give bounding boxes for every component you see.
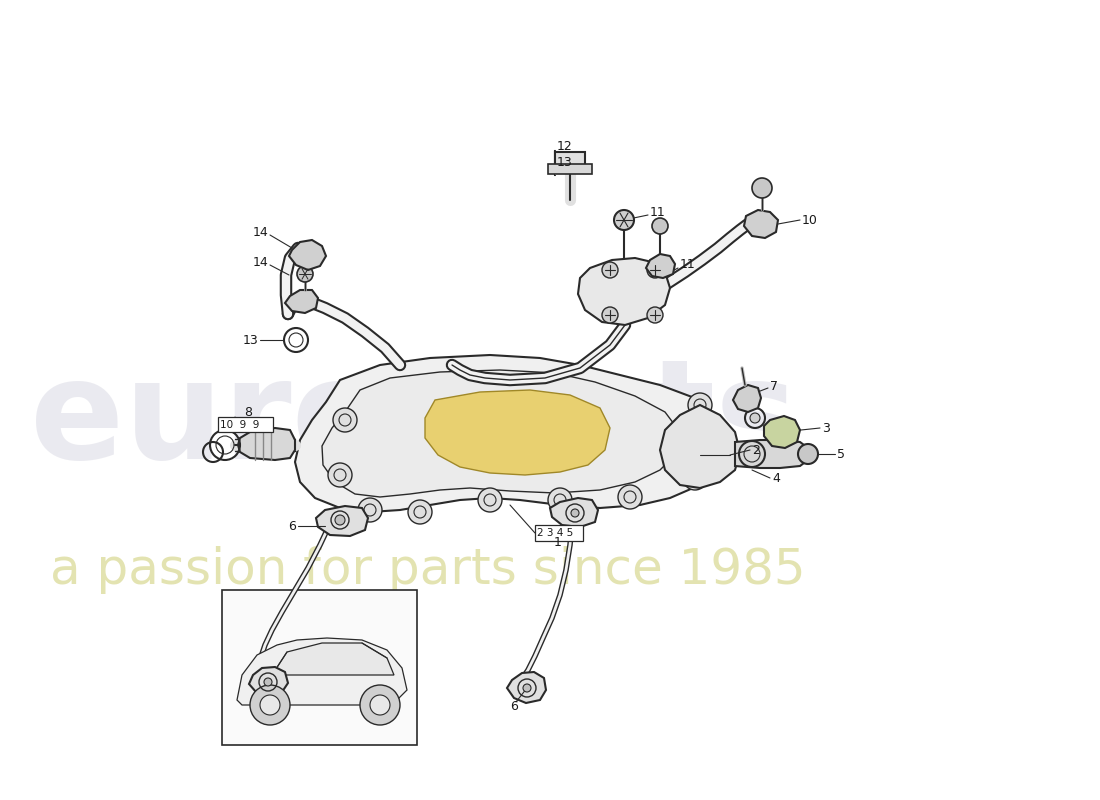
Polygon shape (735, 440, 808, 468)
Text: europarts: europarts (30, 353, 798, 487)
Circle shape (548, 488, 572, 512)
Circle shape (522, 684, 531, 692)
Circle shape (618, 485, 642, 509)
Circle shape (652, 218, 668, 234)
Text: 6: 6 (288, 519, 296, 533)
Polygon shape (289, 240, 326, 270)
Polygon shape (764, 416, 800, 448)
Text: 4: 4 (772, 471, 780, 485)
Text: 7: 7 (770, 379, 778, 393)
Circle shape (333, 408, 358, 432)
Text: 2 3 4 5: 2 3 4 5 (537, 528, 573, 538)
Text: 14: 14 (252, 257, 268, 270)
Text: 8: 8 (244, 406, 252, 418)
Circle shape (358, 498, 382, 522)
Text: 10: 10 (802, 214, 818, 226)
Text: 1: 1 (554, 537, 562, 550)
Polygon shape (236, 638, 407, 705)
Polygon shape (660, 405, 740, 488)
Circle shape (260, 695, 280, 715)
Polygon shape (550, 498, 598, 527)
Circle shape (798, 444, 818, 464)
Circle shape (752, 178, 772, 198)
Polygon shape (425, 390, 610, 475)
Circle shape (614, 210, 634, 230)
Text: 3: 3 (822, 422, 829, 434)
Bar (556, 152, 585, 166)
Text: 2: 2 (752, 443, 760, 457)
Polygon shape (272, 643, 394, 675)
Text: 13: 13 (242, 334, 258, 346)
Circle shape (683, 466, 707, 490)
Bar (218, 417, 273, 432)
Polygon shape (646, 254, 675, 278)
Bar (222, 590, 417, 745)
Polygon shape (578, 258, 670, 325)
Polygon shape (744, 210, 778, 238)
Polygon shape (322, 370, 680, 497)
Text: 11: 11 (650, 206, 666, 219)
Circle shape (250, 685, 290, 725)
Text: 6: 6 (510, 699, 518, 713)
Text: 5: 5 (837, 447, 845, 461)
Circle shape (360, 685, 400, 725)
Circle shape (297, 266, 313, 282)
Bar (548, 164, 592, 174)
Circle shape (336, 515, 345, 525)
Text: 11: 11 (680, 258, 695, 271)
Circle shape (602, 262, 618, 278)
Circle shape (328, 463, 352, 487)
Circle shape (647, 307, 663, 323)
Polygon shape (238, 428, 295, 460)
Text: 13: 13 (557, 155, 573, 169)
Circle shape (571, 509, 579, 517)
Text: 14: 14 (252, 226, 268, 238)
Polygon shape (285, 290, 318, 313)
Polygon shape (316, 506, 369, 536)
Polygon shape (249, 667, 288, 696)
Circle shape (750, 413, 760, 423)
Bar (535, 525, 583, 541)
Circle shape (478, 488, 502, 512)
Circle shape (647, 262, 663, 278)
Polygon shape (295, 355, 725, 512)
Circle shape (370, 695, 390, 715)
Circle shape (264, 678, 272, 686)
Circle shape (688, 393, 712, 417)
Circle shape (408, 500, 432, 524)
Circle shape (708, 433, 732, 457)
Polygon shape (733, 385, 761, 412)
Polygon shape (507, 672, 546, 703)
Text: 12: 12 (557, 141, 573, 154)
Text: 10  9  9: 10 9 9 (220, 420, 260, 430)
Circle shape (602, 307, 618, 323)
Text: a passion for parts since 1985: a passion for parts since 1985 (50, 546, 805, 594)
